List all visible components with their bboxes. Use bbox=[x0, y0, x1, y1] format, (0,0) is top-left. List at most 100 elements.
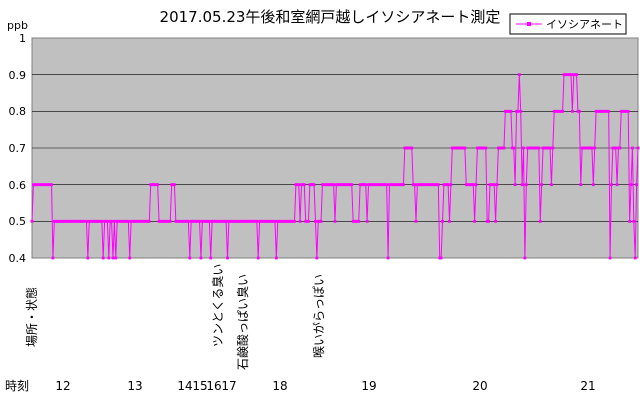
data-point bbox=[106, 219, 109, 223]
data-point bbox=[473, 219, 477, 223]
data-point bbox=[548, 146, 552, 150]
y-tick-label: 0.5 bbox=[9, 215, 27, 228]
data-point bbox=[307, 219, 310, 223]
x-tick-label: 12 bbox=[55, 379, 70, 393]
y-axis-label: ppb bbox=[7, 19, 28, 32]
data-point bbox=[154, 183, 158, 187]
data-point bbox=[523, 256, 527, 260]
data-point bbox=[312, 183, 316, 187]
data-point bbox=[538, 219, 542, 223]
data-point bbox=[512, 146, 516, 150]
data-point bbox=[283, 219, 287, 223]
data-point bbox=[365, 219, 369, 223]
data-point bbox=[51, 256, 55, 260]
data-point bbox=[199, 256, 203, 260]
data-point bbox=[224, 219, 228, 223]
data-point bbox=[128, 256, 132, 260]
data-point bbox=[375, 183, 379, 187]
data-point bbox=[492, 183, 496, 187]
data-point bbox=[297, 183, 301, 187]
data-point bbox=[537, 146, 541, 150]
data-point bbox=[471, 183, 475, 187]
data-point bbox=[617, 146, 620, 150]
data-point bbox=[156, 183, 160, 187]
data-point bbox=[601, 109, 605, 113]
data-point bbox=[319, 219, 323, 223]
data-point bbox=[168, 219, 172, 223]
data-point bbox=[85, 219, 88, 223]
legend: イソシアネート bbox=[509, 13, 627, 35]
data-point bbox=[101, 256, 105, 260]
x-tick-label: 18 bbox=[272, 379, 287, 393]
data-point bbox=[628, 219, 632, 223]
data-point bbox=[367, 183, 370, 187]
data-point bbox=[350, 183, 354, 187]
data-point bbox=[52, 219, 56, 223]
x-tick-label: 19 bbox=[361, 379, 376, 393]
x-tick-label: 15 bbox=[192, 379, 207, 393]
data-point bbox=[608, 256, 612, 260]
data-point bbox=[357, 219, 361, 223]
data-point bbox=[150, 183, 154, 187]
data-point bbox=[544, 146, 548, 150]
data-point bbox=[484, 146, 488, 150]
data-point bbox=[332, 183, 335, 187]
data-point bbox=[50, 183, 53, 187]
data-point bbox=[509, 109, 513, 113]
data-point bbox=[315, 256, 319, 260]
data-point bbox=[185, 219, 189, 223]
data-point bbox=[540, 183, 544, 187]
data-point bbox=[494, 219, 497, 223]
data-point bbox=[463, 146, 467, 150]
data-point bbox=[385, 183, 389, 187]
data-point bbox=[107, 256, 111, 260]
data-point bbox=[198, 219, 201, 223]
x-tick-label: 16 bbox=[206, 379, 221, 393]
data-point bbox=[487, 219, 490, 223]
data-point bbox=[590, 146, 594, 150]
data-point bbox=[333, 219, 337, 223]
x-tick-labels: 12 13 14 15 16 17 18 19 20 21 bbox=[55, 379, 595, 393]
data-point bbox=[517, 73, 521, 77]
data-point bbox=[410, 146, 414, 150]
data-point bbox=[522, 146, 525, 150]
data-point bbox=[524, 183, 528, 187]
data-point bbox=[631, 146, 634, 150]
y-tick-label: 0.9 bbox=[9, 69, 27, 82]
data-point bbox=[441, 219, 444, 223]
data-point bbox=[520, 183, 524, 187]
data-point bbox=[607, 109, 611, 113]
data-point bbox=[474, 183, 478, 187]
data-point bbox=[550, 183, 553, 187]
data-point bbox=[481, 146, 485, 150]
y-tick-label: 0.7 bbox=[9, 142, 27, 155]
data-point bbox=[626, 109, 630, 113]
data-point bbox=[159, 219, 162, 223]
data-point bbox=[364, 183, 368, 187]
data-point bbox=[397, 183, 401, 187]
data-point bbox=[448, 219, 451, 223]
data-point bbox=[242, 219, 246, 223]
data-point bbox=[274, 256, 278, 260]
chart-title: 2017.05.23午後和室網戸越しイソシアネート測定 bbox=[160, 8, 501, 26]
data-point bbox=[534, 146, 538, 150]
data-point bbox=[386, 256, 390, 260]
data-point bbox=[428, 183, 432, 187]
data-point bbox=[513, 183, 517, 187]
data-point bbox=[591, 183, 595, 187]
data-point bbox=[86, 256, 90, 260]
data-point bbox=[446, 183, 450, 187]
data-point bbox=[526, 146, 530, 150]
y-tick-label: 0.8 bbox=[9, 105, 27, 118]
data-point bbox=[575, 73, 578, 77]
data-point bbox=[111, 256, 115, 260]
data-point bbox=[633, 256, 637, 260]
data-point bbox=[260, 219, 264, 223]
data-point bbox=[30, 219, 34, 223]
data-point bbox=[610, 183, 613, 187]
data-point bbox=[561, 109, 564, 113]
data-point bbox=[302, 183, 306, 187]
data-point bbox=[255, 219, 259, 223]
data-point bbox=[436, 183, 440, 187]
